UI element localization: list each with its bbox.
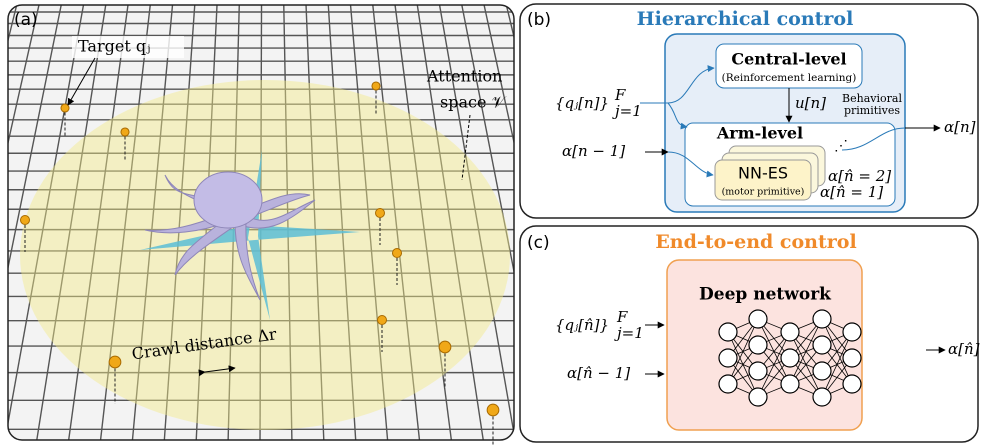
target: [372, 82, 380, 90]
attention-space: [20, 80, 510, 430]
neuron: [813, 362, 831, 380]
neuron: [719, 349, 737, 367]
input-alpha: α[n − 1]: [562, 142, 625, 160]
network-title: Deep network: [699, 285, 832, 305]
input-q: {qⱼ[n̂]}: [555, 316, 609, 334]
nnes-title: NN-ES: [738, 164, 788, 183]
central-title: Central-level: [731, 50, 846, 69]
ellipsis: ⋰: [834, 138, 848, 154]
alpha-label: α[n̂ = 1]: [820, 183, 883, 201]
target: [109, 356, 121, 368]
target: [439, 341, 451, 353]
target-label: Target qⱼ: [78, 37, 150, 56]
neuron: [813, 310, 831, 328]
neuron: [749, 388, 767, 406]
target: [121, 128, 129, 136]
neuron: [781, 375, 799, 393]
target: [487, 404, 499, 416]
target: [376, 209, 385, 218]
input-q: {qⱼ[n]}: [555, 94, 609, 112]
neuron: [749, 310, 767, 328]
input-q-sub: j=1: [612, 102, 642, 120]
arm-title: Arm-level: [716, 124, 803, 143]
central-subtitle: (Reinforcement learning): [722, 72, 857, 84]
neuron: [813, 336, 831, 354]
neuron: [843, 375, 861, 393]
target: [393, 249, 402, 258]
neuron: [749, 362, 767, 380]
neuron: [719, 323, 737, 341]
target: [21, 216, 30, 225]
behavioral-label: primitives: [844, 104, 900, 117]
target: [378, 316, 387, 325]
output: α[n̂]: [948, 340, 980, 358]
neuron: [781, 349, 799, 367]
panel-title: Hierarchical control: [637, 8, 854, 30]
figure: (a) Target qⱼ Attention space 𝒱 Crawl di…: [0, 0, 984, 446]
neuron: [781, 323, 799, 341]
panel-label: (a): [14, 10, 38, 30]
panel-title: End-to-end control: [655, 231, 856, 253]
attention-label: Attention: [426, 67, 502, 86]
output: α[n]: [944, 118, 976, 136]
panel-label: (c): [527, 233, 550, 253]
neuron: [719, 375, 737, 393]
neuron: [749, 336, 767, 354]
neuron: [843, 349, 861, 367]
attention-label: space 𝒱: [440, 93, 508, 112]
u-label: u[n]: [795, 94, 826, 112]
target: [61, 104, 69, 112]
nnes-subtitle: (motor primitive): [722, 187, 805, 198]
neuron: [843, 323, 861, 341]
panel-label: (b): [527, 10, 551, 30]
input-alpha: α[n̂ − 1]: [567, 364, 630, 382]
input-q-sub: j=1: [614, 324, 644, 342]
neuron: [813, 388, 831, 406]
